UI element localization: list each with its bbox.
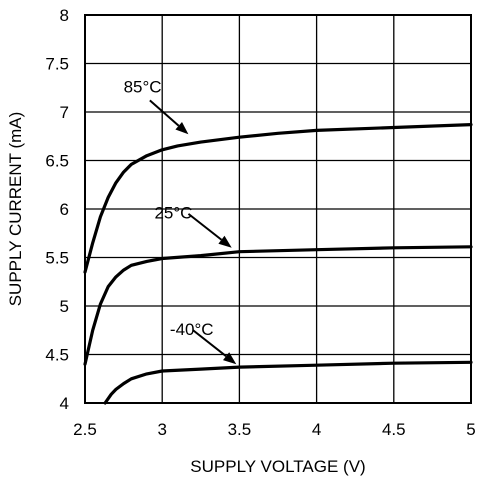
x-axis-label: SUPPLY VOLTAGE (V): [190, 457, 365, 476]
series-lines: [83, 123, 473, 405]
x-tick-label: 4.5: [382, 420, 406, 439]
annotation-arrow-line: [187, 213, 223, 241]
annotation-label: 25°C: [154, 204, 192, 223]
y-axis-label: SUPPLY CURRENT (mA): [6, 112, 25, 307]
y-tick-label: 4.5: [45, 346, 69, 365]
y-tick-label: 5: [60, 297, 69, 316]
series-line--40c: [103, 360, 473, 405]
x-tick-label: 3.5: [228, 420, 252, 439]
x-tick-labels: 2.5 3 3.5 4 4.5 5: [73, 420, 476, 439]
y-tick-label: 8: [60, 6, 69, 25]
x-tick-label: 5: [466, 420, 475, 439]
series-line-25c: [83, 245, 473, 366]
annotations: 85°C 25°C -40°C: [124, 78, 237, 365]
y-tick-label: 6.5: [45, 152, 69, 171]
annotation-arrow-head: [218, 235, 232, 248]
x-tick-label: 4: [312, 420, 321, 439]
y-tick-label: 7: [60, 103, 69, 122]
annotation-arrow-head: [223, 352, 237, 365]
annotation-label: 85°C: [124, 78, 162, 97]
annotation-arrow-head: [175, 122, 189, 135]
y-tick-labels: 4 4.5 5 5.5 6 6.5 7 7.5 8: [45, 6, 69, 413]
y-tick-label: 4: [60, 394, 69, 413]
y-tick-label: 5.5: [45, 249, 69, 268]
x-tick-label: 2.5: [73, 420, 97, 439]
y-tick-label: 7.5: [45, 55, 69, 74]
annotation-arrow-line: [149, 99, 180, 127]
x-tick-label: 3: [157, 420, 166, 439]
series-line-85c: [83, 123, 473, 274]
plot-frame: [84, 14, 472, 404]
annotation-label: -40°C: [170, 320, 214, 339]
grid-lines: [85, 15, 471, 403]
y-tick-label: 6: [60, 200, 69, 219]
annotation-arrow-line: [192, 329, 227, 357]
